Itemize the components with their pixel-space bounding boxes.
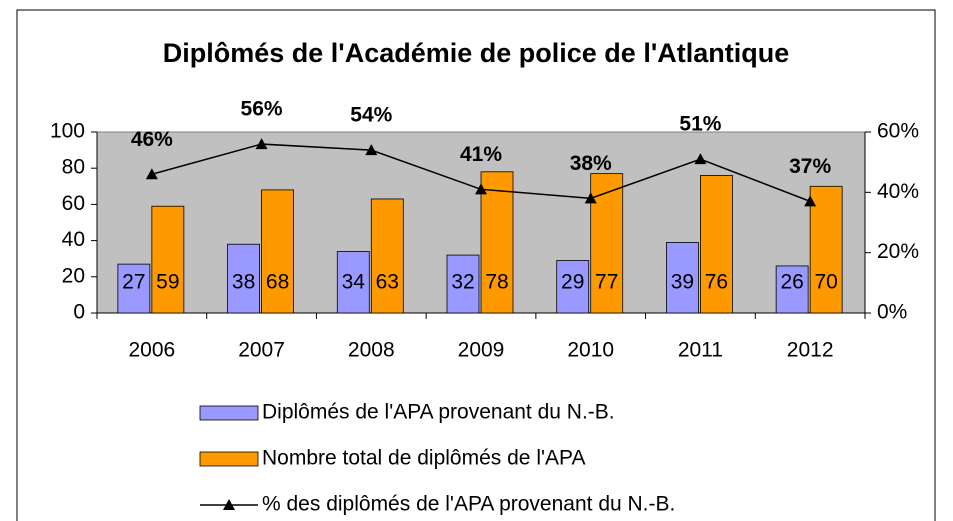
legend-label: Diplômés de l'APA provenant du N.-B. — [262, 401, 615, 424]
bar-label: 27 — [122, 271, 145, 294]
bar — [117, 263, 151, 314]
line-marker — [804, 195, 817, 207]
line-marker — [584, 192, 597, 204]
bar — [700, 175, 733, 314]
line-value-label: 56% — [241, 98, 283, 121]
y2-tick-label: 40% — [877, 180, 919, 203]
bar — [370, 198, 404, 314]
line-value-label: 46% — [131, 128, 173, 151]
x-tick-label: 2011 — [678, 339, 723, 362]
bar — [480, 171, 514, 314]
bar — [227, 243, 260, 314]
bar-label: 77 — [595, 271, 618, 294]
y2-tick-label: 0% — [877, 301, 907, 324]
bar — [809, 185, 843, 314]
y-tick-label: 20 — [62, 264, 85, 287]
y-tick-label: 80 — [62, 156, 85, 179]
bar-label: 29 — [561, 271, 584, 294]
legend-swatch — [199, 405, 259, 421]
bar-label: 76 — [705, 271, 728, 294]
legend-label: Nombre total de diplômés de l'APA — [262, 447, 585, 470]
line-marker — [475, 183, 487, 195]
bar — [775, 265, 809, 314]
x-tick-label: 2006 — [128, 339, 175, 362]
bar-label: 70 — [814, 271, 837, 294]
line-marker — [365, 144, 378, 156]
bar — [336, 251, 370, 314]
bar-label: 68 — [266, 271, 289, 294]
line-value-label: 41% — [460, 143, 502, 166]
x-tick-label: 2008 — [348, 339, 395, 362]
chart-title: Diplômés de l'Académie de police de l'At… — [163, 38, 789, 68]
line-value-label: 54% — [350, 104, 392, 127]
bar — [151, 205, 185, 314]
bar-label: 63 — [376, 271, 399, 294]
x-tick-label: 2007 — [238, 339, 285, 362]
y-tick-label: 40 — [62, 228, 85, 251]
line-marker — [145, 168, 158, 180]
bar-label: 34 — [342, 271, 366, 294]
x-tick-label: 2012 — [787, 339, 834, 362]
legend-swatch — [199, 451, 259, 467]
bar-label: 78 — [485, 271, 508, 294]
y-tick-label: 0 — [73, 301, 85, 324]
y-tick-label: 100 — [50, 120, 85, 143]
bar — [261, 189, 294, 314]
x-tick-label: 2009 — [458, 339, 505, 362]
line-value-label: 38% — [570, 152, 612, 175]
y2-tick-label: 60% — [877, 120, 919, 143]
bar-label: 26 — [780, 271, 803, 294]
bar-label: 59 — [156, 271, 179, 294]
legend-marker — [223, 499, 235, 510]
bar-label: 32 — [451, 271, 474, 294]
y-tick-label: 60 — [62, 192, 85, 215]
legend-label: % des diplômés de l'APA provenant du N.-… — [262, 493, 675, 516]
line-value-label: 37% — [789, 155, 831, 178]
bar-label: 38 — [232, 271, 255, 294]
line-value-label: 51% — [679, 113, 721, 136]
bar — [666, 242, 699, 314]
chart-border — [16, 9, 936, 521]
y2-tick-label: 20% — [877, 240, 919, 263]
line-marker — [255, 138, 268, 150]
line-marker — [694, 153, 707, 165]
bar-label: 39 — [671, 271, 694, 294]
bar — [556, 260, 590, 314]
bar — [446, 254, 480, 314]
x-tick-label: 2010 — [567, 339, 614, 362]
